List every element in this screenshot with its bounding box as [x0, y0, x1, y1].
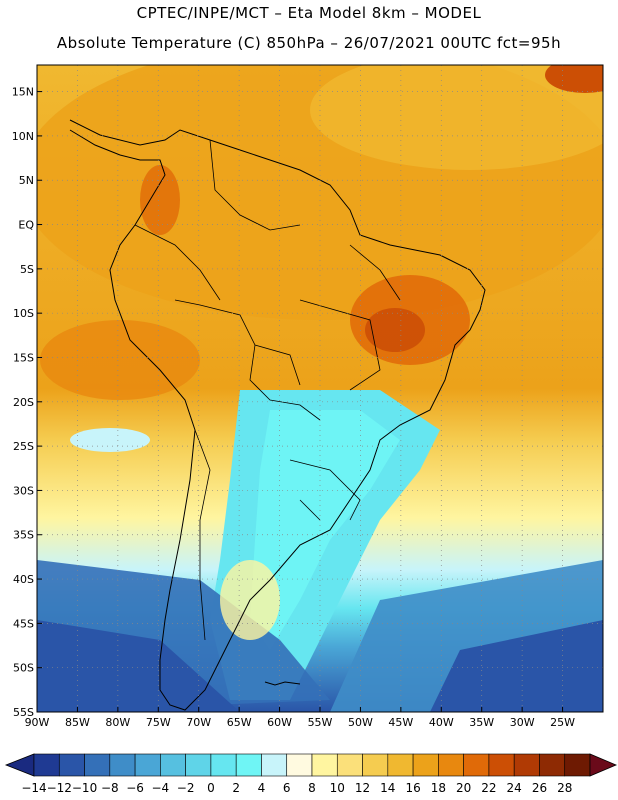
latitude-labels: 15N 10N 5N EQ 5S 10S 15S 20S 25S 30S 35S 40S 45S 50S 5… [12, 86, 42, 719]
lon-label: 85W [65, 716, 90, 729]
colorbar-label: 26 [532, 781, 547, 795]
colorbar-under-arrow [4, 753, 35, 777]
lat-label: 25S [13, 440, 34, 453]
lon-label: 25W [550, 716, 575, 729]
lat-label: 45S [13, 617, 34, 630]
colorbar-swatch [185, 753, 212, 777]
lon-label: 75W [146, 716, 171, 729]
lon-label: 40W [429, 716, 454, 729]
lon-label: 80W [105, 716, 130, 729]
colorbar-swatch [564, 753, 591, 777]
colorbar-label: 18 [431, 781, 446, 795]
colorbar-label: 20 [456, 781, 471, 795]
colorbar-label: 24 [507, 781, 522, 795]
colorbar-swatch [539, 753, 566, 777]
lon-label: 60W [267, 716, 292, 729]
lon-label: 65W [227, 716, 252, 729]
colorbar-swatch [84, 753, 111, 777]
lon-label: 35W [469, 716, 494, 729]
colorbar-label: 2 [232, 781, 240, 795]
lat-label: 30S [13, 484, 34, 497]
lat-label: 50S [13, 662, 34, 675]
lat-label: 55S [13, 706, 34, 719]
colorbar-label: 16 [405, 781, 420, 795]
colorbar-label: 6 [283, 781, 291, 795]
colorbar-swatch [513, 753, 540, 777]
country-borders [134, 139, 401, 641]
lon-label: 70W [186, 716, 211, 729]
map-title: CPTEC/INPE/MCT – Eta Model 8km – MODEL [136, 4, 482, 22]
colorbar-label: −2 [177, 781, 195, 795]
colorbar-swatch [109, 753, 136, 777]
colorbar-label: 4 [258, 781, 266, 795]
map-subtitle: Absolute Temperature (C) 850hPa – 26/07/… [56, 34, 562, 52]
colorbar-label: 14 [380, 781, 395, 795]
colorbar-label: −14 [21, 781, 46, 795]
colorbar-label: 8 [308, 781, 316, 795]
lon-label: 45W [388, 716, 413, 729]
lat-label: 10N [12, 130, 34, 143]
colorbar-swatch [134, 753, 161, 777]
colorbar-swatch [235, 753, 262, 777]
lat-label: EQ [18, 219, 34, 232]
colorbar-swatch [463, 753, 490, 777]
colorbar-label: 0 [207, 781, 215, 795]
colorbar-swatch [311, 753, 338, 777]
colorbar-label: −6 [126, 781, 144, 795]
temperature-field [37, 65, 603, 712]
colorbar-swatch [261, 753, 288, 777]
lon-label: 30W [510, 716, 535, 729]
colorbar-label: −8 [101, 781, 119, 795]
lon-label: 90W [25, 716, 50, 729]
lat-label: 5N [19, 174, 34, 187]
colorbar-swatch [210, 753, 237, 777]
colorbar-swatch [488, 753, 515, 777]
colorbar-label: 22 [481, 781, 496, 795]
coastlines [69, 119, 486, 711]
colorbar: −14 −12 −10 −8 −6 −4 −2 0 2 4 6 8 10 12 14 16 18 20 22 24 26… [4, 753, 618, 795]
lat-label: 10S [13, 307, 34, 320]
colorbar-label: −10 [72, 781, 97, 795]
lat-label: 40S [13, 573, 34, 586]
lat-label: 20S [13, 396, 34, 409]
colorbar-swatch [336, 753, 363, 777]
colorbar-swatch [33, 753, 60, 777]
colorbar-swatch [160, 753, 186, 777]
colorbar-swatch [412, 753, 439, 777]
colorbar-swatch [387, 753, 414, 777]
colorbar-swatch [58, 753, 85, 777]
colorbar-swatch [438, 753, 464, 777]
colorbar-over-arrow [589, 753, 618, 777]
colorbar-swatch [362, 753, 389, 777]
lat-label: 15N [12, 86, 34, 99]
colorbar-label: 10 [330, 781, 345, 795]
lat-label: 35S [13, 529, 34, 542]
colorbar-label: −12 [47, 781, 72, 795]
lat-label: 15S [13, 351, 34, 364]
lon-label: 50W [348, 716, 373, 729]
lat-label: 5S [20, 263, 34, 276]
colorbar-label: 28 [557, 781, 572, 795]
colorbar-swatch [286, 753, 313, 777]
longitude-labels: 90W 85W 80W 75W 70W 65W 60W 55W 50W 45W 40W 35W 30W 2… [25, 707, 575, 729]
lon-label: 55W [308, 716, 333, 729]
colorbar-label: −4 [152, 781, 170, 795]
colorbar-label: 12 [355, 781, 370, 795]
